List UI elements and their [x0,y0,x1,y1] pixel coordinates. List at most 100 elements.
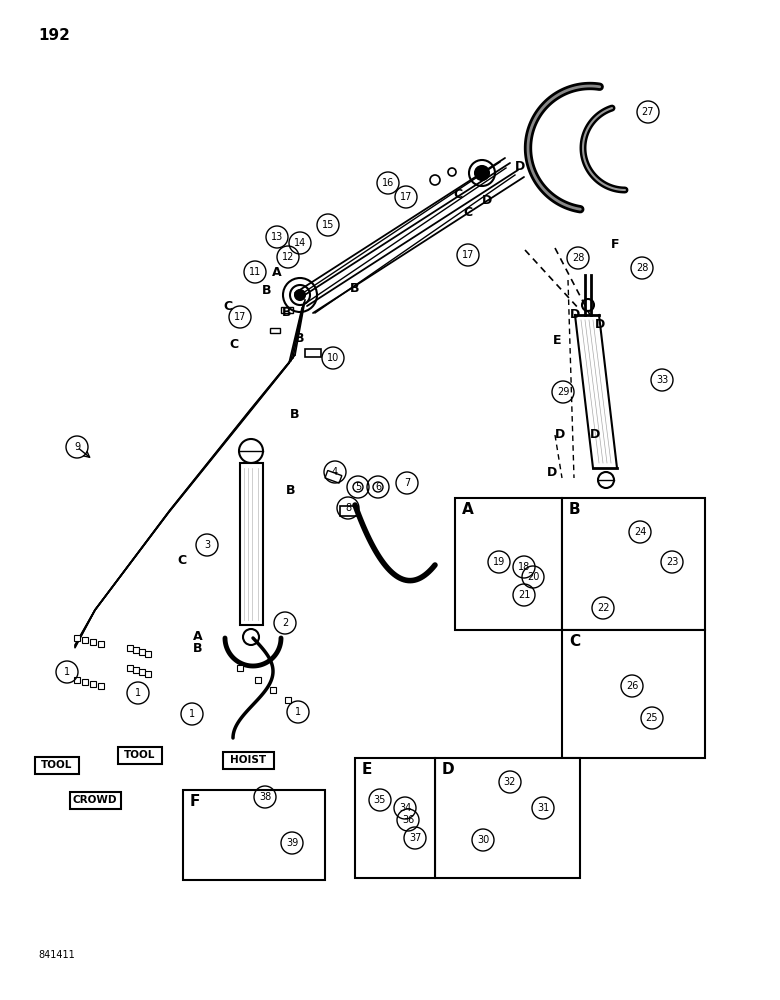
Bar [270,328,280,332]
Text: 841411: 841411 [38,950,75,960]
Bar [305,349,321,357]
Text: 3: 3 [204,540,210,550]
FancyBboxPatch shape [222,752,274,768]
Text: 32: 32 [504,777,516,787]
Bar [340,506,358,516]
Text: 14: 14 [294,238,306,248]
Bar [240,463,263,625]
Text: D: D [595,318,605,332]
Text: F: F [190,794,200,810]
Text: 25: 25 [646,713,658,723]
Text: D: D [547,466,557,479]
Circle shape [475,166,489,180]
Text: 30: 30 [477,835,489,845]
Text: 21: 21 [518,590,530,600]
Text: B: B [193,642,203,654]
Bar [133,667,139,673]
Text: HOIST: HOIST [230,755,266,765]
Text: 28: 28 [572,253,584,263]
Text: 31: 31 [537,803,549,813]
Text: A: A [272,265,282,278]
Bar [355,758,435,878]
Bar [139,649,145,655]
Text: D: D [590,428,600,442]
Bar [98,641,104,647]
FancyBboxPatch shape [69,792,120,808]
Text: B: B [290,408,300,422]
Bar [237,665,243,671]
Bar [127,645,133,651]
Text: 29: 29 [557,387,569,397]
FancyBboxPatch shape [622,722,646,740]
Bar [255,677,261,683]
Text: 2: 2 [282,618,288,628]
Text: 16: 16 [382,178,394,188]
Circle shape [295,290,305,300]
Text: 33: 33 [656,375,668,385]
Text: 10: 10 [327,353,339,363]
Text: 1: 1 [295,707,301,717]
Text: 36: 36 [402,815,414,825]
Text: 17: 17 [400,192,412,202]
Text: 9: 9 [74,442,80,452]
FancyBboxPatch shape [35,756,79,774]
Text: 22: 22 [597,603,609,613]
Text: D: D [515,159,525,172]
Text: B: B [262,284,271,296]
Text: B: B [569,502,580,518]
Text: 17: 17 [234,312,246,322]
Text: F: F [611,238,619,251]
Bar [618,575,652,600]
Text: A: A [193,631,203,644]
Bar [133,647,139,653]
Text: TOOL: TOOL [124,750,156,760]
Bar [82,679,88,685]
Text: A: A [462,502,473,518]
Text: 28: 28 [636,263,648,273]
Text: D: D [555,428,565,442]
Text: 12: 12 [282,252,294,262]
Text: 20: 20 [526,572,539,582]
Text: 37: 37 [409,833,421,843]
Bar [74,635,80,641]
Text: D: D [570,308,580,322]
Text: 15: 15 [322,220,334,230]
Bar [127,665,133,671]
Bar [325,470,342,483]
Bar [74,677,80,683]
Bar [82,637,88,643]
Text: 6: 6 [375,482,381,492]
Bar [562,630,705,758]
Text: E: E [362,762,372,778]
Text: 38: 38 [259,792,271,802]
Text: 1: 1 [64,667,70,677]
Text: 23: 23 [666,557,678,567]
Bar [435,758,580,878]
Bar [98,683,104,689]
Text: B: B [350,282,360,294]
Text: C: C [229,338,239,352]
Text: 13: 13 [271,232,283,242]
Text: D: D [482,194,492,207]
Text: 27: 27 [642,107,654,117]
Bar [285,697,291,703]
Bar [90,639,96,645]
Text: 1: 1 [135,688,141,698]
Text: 18: 18 [518,562,530,572]
Text: 4: 4 [332,467,338,477]
Text: B: B [286,484,296,496]
Text: 34: 34 [399,803,411,813]
Bar [90,681,96,687]
Circle shape [393,833,397,837]
Text: 11: 11 [249,267,261,277]
Text: 5: 5 [355,482,361,492]
Text: TOOL: TOOL [41,760,73,770]
Text: D: D [442,762,455,778]
Text: 1: 1 [189,709,195,719]
Text: 39: 39 [286,838,298,848]
Bar [145,651,151,657]
Text: 192: 192 [38,27,70,42]
Text: C: C [463,206,473,219]
Text: 24: 24 [634,527,646,537]
Text: 8: 8 [345,503,351,513]
